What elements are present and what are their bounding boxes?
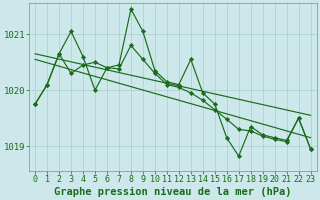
- X-axis label: Graphe pression niveau de la mer (hPa): Graphe pression niveau de la mer (hPa): [54, 186, 292, 197]
